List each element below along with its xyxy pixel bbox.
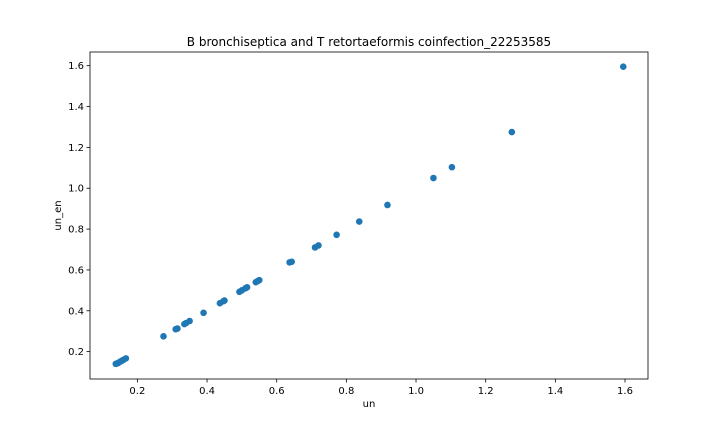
data-point	[448, 163, 456, 171]
data-point	[186, 317, 193, 325]
x-tick-label: 1.0	[408, 386, 424, 397]
data-point	[255, 276, 263, 284]
x-tick-label: 0.6	[269, 386, 285, 397]
data-point	[508, 128, 516, 136]
data-point	[333, 231, 340, 239]
data-point	[315, 242, 322, 249]
chart-title: B bronchiseptica and T retortaeformis co…	[187, 35, 551, 49]
y-tick-label: 0.6	[68, 265, 84, 276]
data-point	[355, 218, 363, 225]
data-point	[160, 333, 167, 340]
x-tick-label: 0.2	[129, 386, 145, 397]
y-tick-label: 0.2	[68, 347, 84, 358]
y-axis-label: un_en	[53, 200, 64, 230]
y-tick-label: 0.4	[68, 306, 84, 317]
y-tick-label: 1.4	[68, 102, 84, 113]
data-point	[200, 309, 207, 317]
y-axis-ticks: 0.2 0.4 0.6 0.8 1.0 1.2 1.4 1.6	[68, 61, 90, 358]
data-point	[619, 63, 627, 71]
data-point	[243, 283, 251, 291]
x-tick-label: 0.8	[338, 386, 354, 397]
x-tick-label: 1.6	[617, 386, 633, 397]
y-tick-label: 0.8	[68, 225, 84, 236]
data-point	[221, 297, 228, 304]
x-tick-label: 1.4	[547, 386, 563, 397]
y-tick-label: 1.0	[68, 184, 84, 195]
data-point	[430, 174, 437, 182]
data-point	[384, 201, 391, 209]
y-tick-label: 1.6	[68, 61, 84, 72]
data-point	[288, 258, 295, 266]
x-tick-label: 0.4	[199, 386, 215, 397]
x-axis-ticks: 0.2 0.4 0.6 0.8 1.0 1.2 1.4 1.6	[129, 379, 633, 397]
x-axis-label: un	[363, 399, 376, 410]
data-points	[112, 63, 627, 368]
data-point	[174, 325, 181, 332]
data-point	[122, 355, 130, 362]
plot-frame	[89, 51, 649, 380]
x-tick-label: 1.2	[478, 386, 494, 397]
y-tick-label: 1.2	[68, 143, 84, 154]
